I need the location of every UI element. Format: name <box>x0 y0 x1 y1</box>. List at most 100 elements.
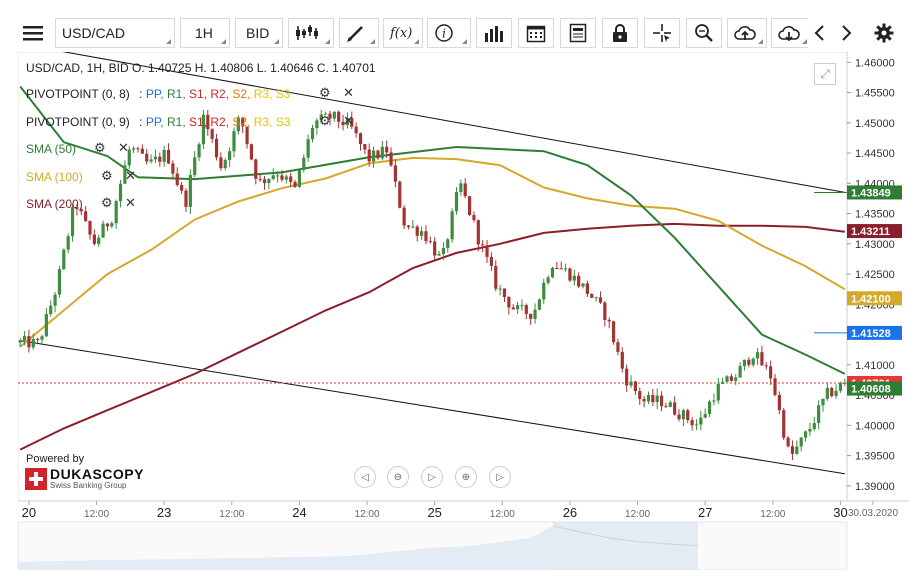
x-tick-label: 12:00 <box>760 509 785 520</box>
report-icon[interactable] <box>560 18 596 48</box>
settings-gear-icon[interactable] <box>872 18 896 48</box>
y-tick-label: 1.43000 <box>855 239 895 251</box>
candle-body <box>646 394 651 402</box>
candle-body <box>821 398 825 406</box>
sma50-settings-icon[interactable]: ⚙ <box>94 140 106 155</box>
brand-name: DUKASCOPY <box>50 466 144 482</box>
sma200-settings-icon[interactable]: ⚙ <box>101 195 113 210</box>
bar-chart-icon[interactable] <box>476 18 512 48</box>
sma100-legend[interactable]: SMA (100) <box>26 170 83 184</box>
candle-body <box>232 131 236 152</box>
candle-body <box>659 395 664 407</box>
zoom-out-icon[interactable]: ⊖ <box>387 466 409 488</box>
price-label-box <box>847 224 902 239</box>
reset-view-icon[interactable]: ▷ <box>421 466 443 488</box>
candle-body <box>812 423 816 430</box>
indicators-fx-button[interactable]: f(x) <box>383 18 423 48</box>
candle-body <box>738 366 742 378</box>
pivot-1-s1: S1, <box>189 87 208 101</box>
candle-body <box>725 376 729 382</box>
draw-pencil-icon[interactable] <box>339 18 379 48</box>
period-select[interactable]: 1H <box>180 18 230 48</box>
chart-type-candles-icon[interactable] <box>288 18 334 48</box>
price-label-text: 1.41528 <box>851 328 891 340</box>
side-select[interactable]: BID <box>235 18 283 48</box>
candle-body <box>633 381 637 392</box>
sma100-settings-icon[interactable]: ⚙ <box>101 168 113 183</box>
zoom-in-icon[interactable]: ⊕ <box>455 466 477 488</box>
candle-body <box>132 148 136 150</box>
candle-body <box>310 128 315 140</box>
candle-body <box>742 359 747 367</box>
price-chart[interactable]: 1.460001.455001.450001.445001.440001.435… <box>0 52 909 570</box>
pivot-legend-1[interactable]: PIVOTPOINT (0, 8) : PP, R1, S1, R2, S2, … <box>26 87 290 101</box>
pivot-2-close-icon[interactable]: ✕ <box>343 113 354 128</box>
sma100-close-icon[interactable]: ✕ <box>125 168 136 183</box>
candle-body <box>66 236 70 250</box>
candle-body <box>258 178 262 180</box>
candle-body <box>686 410 690 421</box>
candle-body <box>755 352 760 359</box>
candle-body <box>568 268 572 281</box>
candle-body <box>254 159 258 179</box>
y-tick-label: 1.45500 <box>855 88 895 100</box>
info-icon[interactable]: i <box>427 18 471 48</box>
candle-body <box>206 114 210 130</box>
menu-icon[interactable] <box>16 18 50 48</box>
crosshair-icon[interactable] <box>644 18 680 48</box>
x-tick-label: 23 <box>157 505 171 520</box>
pivot-legend-2[interactable]: PIVOTPOINT (0, 9) : PP, R1, S1, R2, S2, … <box>26 115 290 129</box>
candle-body <box>428 241 432 243</box>
candle-body <box>389 152 393 166</box>
candle-body <box>664 406 668 408</box>
candle-body <box>372 150 376 162</box>
sma50-line <box>19 85 846 375</box>
scroll-left-icon[interactable] <box>808 18 830 48</box>
candle-body <box>843 382 847 384</box>
instrument-select[interactable]: USD/CAD <box>55 18 175 48</box>
candle-body <box>223 160 227 169</box>
candle-body <box>803 431 808 438</box>
zoom-icon[interactable] <box>686 18 722 48</box>
pivot-1-settings-icon[interactable]: ⚙ <box>319 85 331 100</box>
scroll-right-icon[interactable] <box>836 18 858 48</box>
candle-body <box>306 139 310 158</box>
scroll-back-icon[interactable]: ◁ <box>354 466 376 488</box>
candle-body <box>747 359 751 365</box>
scroll-forward-icon[interactable]: ▷ <box>489 466 511 488</box>
sma200-legend[interactable]: SMA (200) <box>26 197 83 211</box>
candle-body <box>328 113 332 119</box>
candle-body <box>703 413 707 418</box>
pivot-2-settings-icon[interactable]: ⚙ <box>319 113 331 128</box>
pivot-2-s1: S1, <box>189 115 208 129</box>
candle-body <box>345 117 350 126</box>
download-cloud-icon[interactable] <box>771 18 811 48</box>
candle-body <box>790 446 795 454</box>
svg-text:i: i <box>442 27 446 41</box>
trendline-2[interactable] <box>20 340 845 475</box>
candle-body <box>472 215 476 221</box>
lock-icon[interactable] <box>602 18 638 48</box>
upload-cloud-icon[interactable] <box>727 18 767 48</box>
sma200-close-icon[interactable]: ✕ <box>125 195 136 210</box>
candle-body <box>463 183 467 197</box>
navigator-window[interactable] <box>553 522 698 570</box>
candle-body <box>166 149 171 164</box>
x-tick-label: 25 <box>427 505 441 520</box>
candle-body <box>398 181 402 208</box>
candle-body <box>70 207 75 237</box>
expand-chart-icon[interactable]: ⤢ <box>814 63 836 85</box>
candle-body <box>249 144 254 160</box>
trendline-1[interactable] <box>55 52 845 193</box>
calendar-icon[interactable] <box>518 18 554 48</box>
candle-body <box>92 234 96 244</box>
candle-body <box>324 113 328 115</box>
candle-body <box>668 402 672 407</box>
sma50-close-icon[interactable]: ✕ <box>118 140 129 155</box>
candle-body <box>105 223 110 227</box>
pivot-1-close-icon[interactable]: ✕ <box>343 85 354 100</box>
sma50-legend[interactable]: SMA (50) <box>26 142 77 156</box>
candle-body <box>245 126 249 145</box>
candle-body <box>834 390 838 397</box>
candle-body <box>712 400 716 402</box>
